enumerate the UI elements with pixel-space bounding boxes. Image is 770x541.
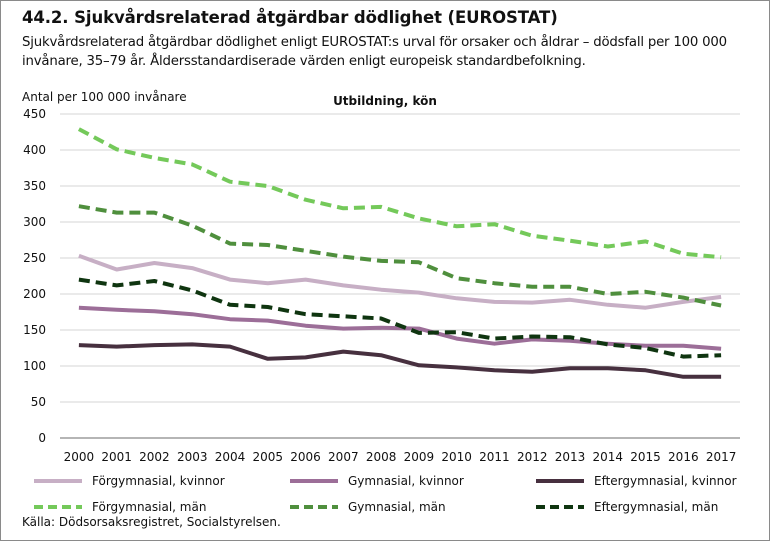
series-line-4 xyxy=(77,127,722,260)
series-line-2 xyxy=(78,305,722,351)
x-tick-label: 2017 xyxy=(706,450,737,464)
x-tick-label: 2003 xyxy=(177,450,208,464)
x-tick-label: 2005 xyxy=(253,450,284,464)
source-note: Källa: Dödsorsaksregistret, Socialstyrel… xyxy=(22,515,281,529)
x-tick-label: 2015 xyxy=(630,450,661,464)
figure-title: 44.2. Sjukvårdsrelaterad åtgärdbar dödli… xyxy=(22,8,558,27)
x-tick-label: 2012 xyxy=(517,450,548,464)
x-tick-label: 2010 xyxy=(441,450,472,464)
x-axis-ticks: 2000 2001 2002 2003 2004 2005 2006 2007 2008 2009… xyxy=(64,450,737,464)
x-tick-label: 2007 xyxy=(328,450,359,464)
panel-title: Utbildning, kön xyxy=(333,94,437,108)
x-tick-label: 2008 xyxy=(366,450,397,464)
legend-label: Eftergymnasial, kvinnor xyxy=(594,474,737,488)
legend-label: Förgymnasial, män xyxy=(92,500,206,514)
x-tick-label: 2014 xyxy=(593,450,624,464)
y-tick-label: 250 xyxy=(23,251,46,265)
x-tick-label: 2009 xyxy=(404,450,435,464)
legend-label: Gymnasial, män xyxy=(348,500,446,514)
legend: Förgymnasial, kvinnor Gymnasial, kvinnor E… xyxy=(34,474,737,514)
series-line-3 xyxy=(78,342,722,379)
y-tick-label: 300 xyxy=(23,215,46,229)
series-line-6 xyxy=(78,277,722,359)
y-axis-label: Antal per 100 000 invånare xyxy=(22,90,187,104)
y-tick-label: 350 xyxy=(23,179,46,193)
legend-label: Eftergymnasial, män xyxy=(594,500,718,514)
x-tick-label: 2002 xyxy=(139,450,170,464)
series-lines xyxy=(77,127,722,379)
series-line-5 xyxy=(78,204,722,308)
y-tick-label: 0 xyxy=(38,431,46,445)
series-line-1 xyxy=(78,253,722,310)
x-tick-label: 2000 xyxy=(64,450,95,464)
y-tick-label: 200 xyxy=(23,287,46,301)
x-tick-label: 2016 xyxy=(668,450,699,464)
legend-label: Förgymnasial, kvinnor xyxy=(92,474,225,488)
y-tick-label: 450 xyxy=(23,107,46,121)
gridlines xyxy=(60,113,740,439)
x-tick-label: 2011 xyxy=(479,450,510,464)
x-tick-label: 2006 xyxy=(290,450,321,464)
legend-label: Gymnasial, kvinnor xyxy=(348,474,464,488)
y-tick-label: 400 xyxy=(23,143,46,157)
figure-subtitle: Sjukvårdsrelaterad åtgärdbar dödlighet e… xyxy=(22,35,727,69)
x-tick-label: 2004 xyxy=(215,450,246,464)
x-tick-label: 2001 xyxy=(101,450,132,464)
y-tick-label: 50 xyxy=(31,395,46,409)
y-tick-label: 150 xyxy=(23,323,46,337)
x-tick-label: 2013 xyxy=(555,450,586,464)
y-tick-label: 100 xyxy=(23,359,46,373)
y-axis-ticks: 0 50 100 150 200 250 300 350 400 450 xyxy=(23,107,46,445)
